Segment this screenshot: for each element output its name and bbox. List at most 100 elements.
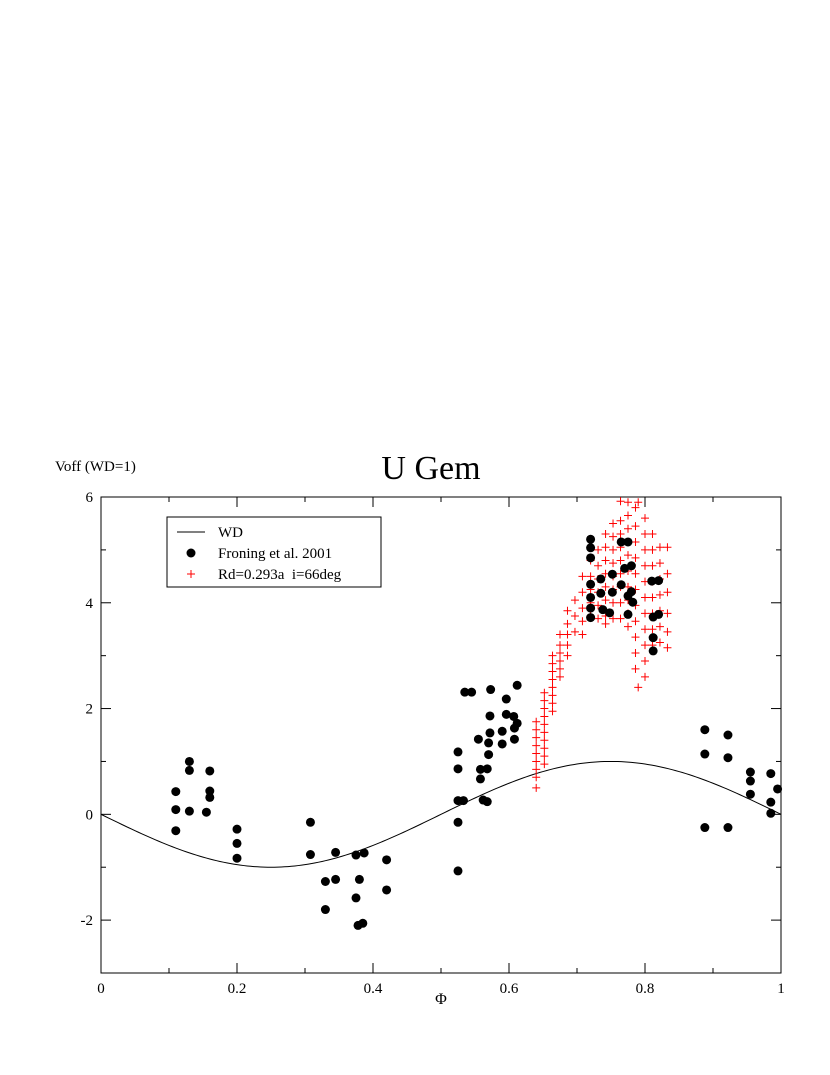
model-point — [601, 530, 610, 539]
froning-point — [485, 711, 495, 721]
x-tick-label: 0.8 — [636, 981, 655, 997]
model-point — [540, 704, 549, 713]
y-tick-label: 6 — [86, 490, 94, 506]
froning-point — [586, 534, 596, 544]
model-point — [594, 545, 603, 554]
model-point — [634, 683, 643, 692]
froning-point — [232, 853, 242, 863]
model-point — [556, 630, 564, 639]
froning-point — [773, 784, 783, 794]
model-point — [556, 664, 564, 673]
froning-point — [473, 734, 483, 744]
froning-point — [586, 613, 596, 623]
froning-point — [475, 764, 485, 774]
model-point — [631, 553, 640, 562]
legend-label-froning: Froning et al. 2001 — [218, 546, 332, 562]
legend: WD Froning et al. 2001 Rd=0.293a i=66deg — [166, 516, 382, 588]
x-tick-label: 0.4 — [364, 981, 383, 997]
model-point — [616, 497, 625, 506]
model-point — [540, 760, 549, 769]
model-point — [570, 627, 579, 636]
froning-point — [485, 728, 495, 738]
froning-point — [607, 587, 617, 597]
froning-point — [745, 789, 755, 799]
model-point — [609, 545, 618, 554]
froning-point — [700, 749, 710, 759]
x-axis-label: Φ — [435, 991, 447, 1008]
froning-point — [482, 764, 492, 774]
model-point — [663, 543, 672, 552]
model-point — [594, 561, 603, 570]
model-point — [540, 744, 549, 753]
model-point — [631, 617, 640, 626]
froning-point — [596, 574, 606, 584]
model-point — [616, 530, 625, 539]
model-point — [556, 649, 564, 658]
model-point — [556, 656, 564, 665]
model-point — [594, 614, 603, 623]
froning-point — [475, 774, 485, 784]
froning-point — [605, 608, 615, 618]
model-point — [540, 712, 549, 721]
model-point — [601, 596, 610, 605]
model-point — [655, 559, 664, 568]
model-point — [655, 590, 664, 599]
froning-point — [453, 747, 463, 757]
froning-point — [745, 776, 755, 786]
model-point — [532, 783, 541, 792]
model-point — [655, 622, 664, 631]
model-point — [532, 717, 541, 726]
model-point — [601, 582, 610, 591]
model-point — [631, 537, 640, 546]
model-point — [548, 659, 557, 668]
froning-point — [382, 885, 392, 895]
froning-point — [723, 753, 733, 763]
model-point — [548, 699, 557, 708]
froning-point — [616, 580, 626, 590]
froning-point — [648, 646, 658, 656]
froning-point — [331, 847, 341, 857]
model-point — [563, 651, 572, 660]
froning-point — [184, 806, 194, 816]
model-point — [663, 569, 672, 578]
model-point — [563, 606, 572, 615]
froning-point — [201, 807, 211, 817]
froning-point — [766, 808, 776, 818]
froning-point — [359, 848, 369, 858]
model-point — [548, 651, 557, 660]
legend-marker-model — [187, 570, 195, 578]
model-point — [641, 625, 649, 634]
froning-point — [509, 711, 519, 721]
model-point — [663, 588, 672, 597]
x-tick-label: 1 — [777, 981, 785, 997]
legend-label-wd: WD — [218, 525, 243, 541]
model-point — [631, 633, 640, 642]
model-point — [548, 675, 557, 684]
model-point — [663, 609, 672, 618]
froning-point — [766, 797, 776, 807]
froning-point — [382, 855, 392, 865]
model-point — [532, 725, 541, 734]
model-point — [570, 612, 579, 620]
froning-point — [616, 537, 626, 547]
model-point — [578, 588, 587, 597]
froning-point — [497, 739, 507, 749]
model-point — [594, 601, 603, 610]
froning-point — [453, 817, 463, 827]
model-point — [624, 511, 632, 520]
plot-area: 0 0.2 0.4 0.6 0.8 1 -2 0 2 4 6 — [81, 490, 785, 997]
froning-point — [232, 838, 242, 848]
froning-point — [484, 750, 494, 760]
froning-point — [467, 687, 477, 697]
model-point — [641, 545, 649, 554]
model-point — [641, 672, 649, 681]
model-point — [648, 530, 657, 539]
froning-point — [647, 576, 657, 586]
model-point — [616, 598, 625, 607]
froning-point — [648, 633, 658, 643]
model-point — [616, 516, 625, 525]
model-point — [648, 561, 657, 570]
legend-box — [166, 516, 382, 588]
model-point — [616, 614, 625, 623]
